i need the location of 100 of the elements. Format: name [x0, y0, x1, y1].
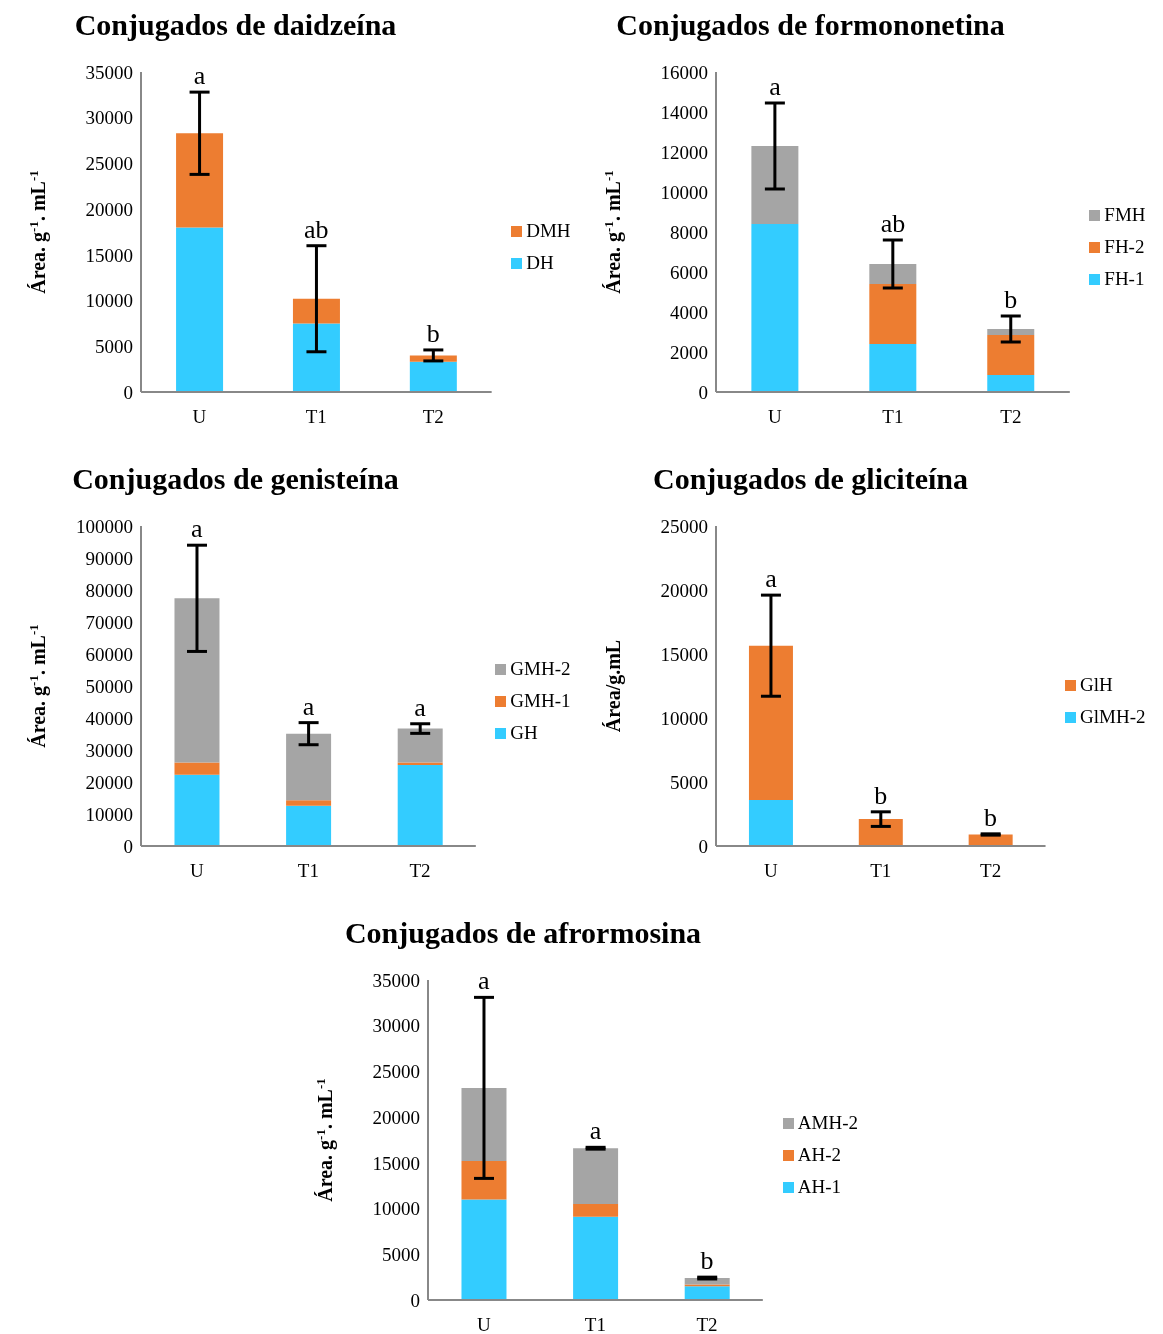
bar [173, 762, 219, 775]
x-tick-label: T2 [999, 406, 1021, 428]
y-tick-label: 30000 [85, 107, 133, 129]
y-tick-label: 2000 [669, 341, 708, 363]
annotation: a [413, 692, 426, 722]
x-tick-label: T2 [696, 1314, 718, 1334]
annotation: a [302, 691, 315, 721]
bar [868, 264, 916, 284]
bar [292, 298, 340, 324]
annotation: a [589, 1116, 602, 1146]
y-tick-label: 15000 [660, 643, 708, 665]
y-tick-label: 30000 [85, 739, 133, 761]
legend-label: DMH [526, 220, 571, 242]
bar [748, 799, 793, 846]
y-tick-label: 25000 [660, 515, 708, 537]
legend-label: AH-1 [797, 1176, 842, 1198]
y-tick-label: 15000 [372, 1152, 420, 1174]
annotation: b [873, 780, 887, 810]
annotation: ab [303, 214, 329, 244]
y-tick-label: 10000 [660, 181, 708, 203]
y-tick-label: 20000 [372, 1106, 420, 1128]
bar [573, 1216, 619, 1300]
y-tick-label: 8000 [669, 221, 708, 243]
y-tick-label: 35000 [85, 61, 133, 83]
y-tick-label: 4000 [669, 301, 708, 323]
chart-title: Conjugados de gliciteína [652, 462, 969, 497]
y-tick-label: 0 [123, 381, 133, 403]
y-tick-label: 70000 [85, 611, 133, 633]
annotation: b [426, 319, 440, 349]
y-tick-label: 10000 [372, 1198, 420, 1220]
y-tick-label: 25000 [372, 1061, 420, 1083]
x-tick-label: U [476, 1314, 491, 1334]
bar [292, 323, 340, 392]
legend-label: DH [526, 252, 554, 274]
legend-label: GlH [1080, 674, 1113, 696]
y-tick-label: 20000 [85, 771, 133, 793]
y-tick-label: 20000 [660, 579, 708, 601]
y-tick-label: 5000 [669, 771, 708, 793]
legend-label: FH-2 [1104, 236, 1145, 258]
legend-label: GlMH-2 [1080, 706, 1146, 728]
y-tick-label: 40000 [85, 707, 133, 729]
bar [858, 819, 903, 846]
legend-label: GH [510, 722, 538, 744]
bar [285, 800, 331, 806]
y-tick-label: 50000 [85, 675, 133, 697]
x-tick-label: T2 [408, 860, 431, 882]
x-tick-label: T1 [881, 406, 903, 428]
legend-label: AH-2 [797, 1144, 842, 1166]
y-tick-label: 10000 [660, 707, 708, 729]
bar [175, 133, 223, 228]
annotation: ab [880, 209, 905, 238]
x-tick-label: U [192, 406, 207, 428]
y-tick-label: 20000 [85, 198, 133, 220]
bar [175, 227, 223, 392]
bar [397, 728, 443, 763]
y-tick-label: 0 [698, 381, 708, 403]
y-tick-label: 10000 [85, 290, 133, 312]
x-tick-label: U [767, 406, 782, 428]
bar [285, 805, 331, 846]
y-tick-label: 10000 [85, 803, 133, 825]
annotation: b [1003, 285, 1017, 314]
legend-label: GMH-2 [510, 658, 571, 680]
y-tick-label: 0 [698, 835, 708, 857]
bar [868, 284, 916, 344]
y-tick-label: 14000 [660, 101, 708, 123]
x-tick-label: T1 [297, 860, 319, 882]
annotation: a [190, 514, 203, 544]
x-tick-label: U [189, 860, 204, 882]
y-tick-label: 12000 [660, 141, 708, 163]
bar [397, 765, 443, 846]
y-tick-label: 16000 [660, 61, 708, 83]
legend-label: AMH-2 [797, 1112, 858, 1134]
x-tick-label: T1 [305, 406, 327, 428]
y-axis-title: Área/g.mL [601, 639, 625, 733]
bar [461, 1161, 507, 1200]
bar [397, 762, 443, 766]
y-tick-label: 60000 [85, 643, 133, 665]
x-tick-label: T2 [422, 406, 444, 428]
annotation: a [193, 61, 206, 91]
y-tick-label: 5000 [94, 336, 133, 358]
bar [409, 361, 457, 392]
bar [684, 1286, 730, 1300]
chart-title: Conjugados de formononetina [615, 8, 1006, 43]
annotation: b [983, 802, 997, 832]
annotation: b [700, 1246, 714, 1276]
y-tick-label: 35000 [372, 969, 420, 991]
x-tick-label: T1 [584, 1314, 606, 1334]
y-tick-label: 25000 [85, 153, 133, 175]
bar [750, 146, 798, 224]
chart-title: Conjugados de daidzeína [73, 8, 398, 43]
y-tick-label: 80000 [85, 579, 133, 601]
x-tick-label: T2 [979, 860, 1001, 882]
y-tick-label: 5000 [382, 1244, 420, 1266]
bar [173, 774, 219, 846]
bar [986, 335, 1034, 375]
annotation: a [764, 564, 777, 594]
y-tick-label: 0 [123, 835, 133, 857]
legend-label: FMH [1104, 204, 1146, 226]
bar [750, 224, 798, 392]
bar [748, 645, 793, 800]
